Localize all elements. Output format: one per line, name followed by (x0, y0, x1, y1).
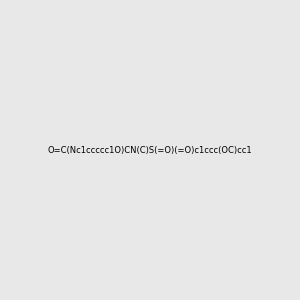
Text: O=C(Nc1ccccc1O)CN(C)S(=O)(=O)c1ccc(OC)cc1: O=C(Nc1ccccc1O)CN(C)S(=O)(=O)c1ccc(OC)cc… (48, 146, 252, 154)
